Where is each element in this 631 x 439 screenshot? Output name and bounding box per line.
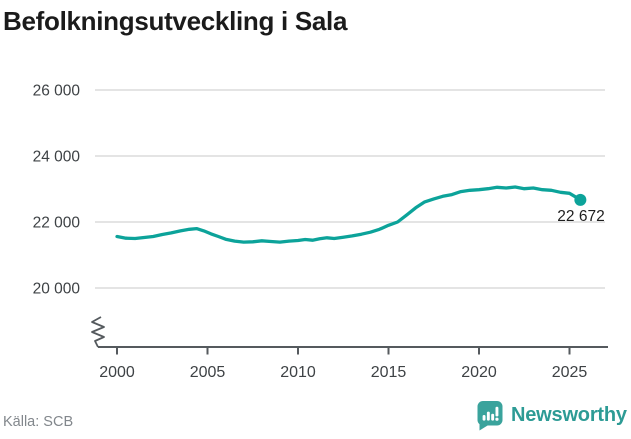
y-tick-label: 26 000 bbox=[33, 83, 81, 100]
y-tick-label: 22 000 bbox=[33, 215, 81, 232]
y-tick-label: 20 000 bbox=[33, 281, 81, 298]
y-tick-label: 24 000 bbox=[33, 149, 81, 166]
chart-title: Befolkningsutveckling i Sala bbox=[3, 6, 348, 36]
x-tick-label: 2010 bbox=[280, 364, 316, 381]
x-tick-label: 2015 bbox=[371, 364, 407, 381]
x-tick-label: 2020 bbox=[461, 364, 497, 381]
x-tick-label: 2025 bbox=[552, 364, 588, 381]
newsworthy-logo-text: Newsworthy bbox=[511, 404, 627, 426]
axis-break-icon bbox=[91, 316, 105, 348]
end-point-dot bbox=[574, 193, 587, 206]
source-label: Källa: SCB bbox=[3, 414, 74, 430]
x-tick-label: 2000 bbox=[99, 364, 135, 381]
population-series-line bbox=[115, 185, 583, 244]
newsworthy-logo-icon bbox=[477, 401, 503, 431]
x-tick-label: 2005 bbox=[190, 364, 226, 381]
newsworthy-logo[interactable]: Newsworthy bbox=[476, 400, 627, 431]
end-value-label: 22 672 bbox=[557, 208, 604, 225]
population-line-chart: 20 000 22 000 24 000 26 000 2000 2005 2010 2015… bbox=[33, 83, 608, 381]
